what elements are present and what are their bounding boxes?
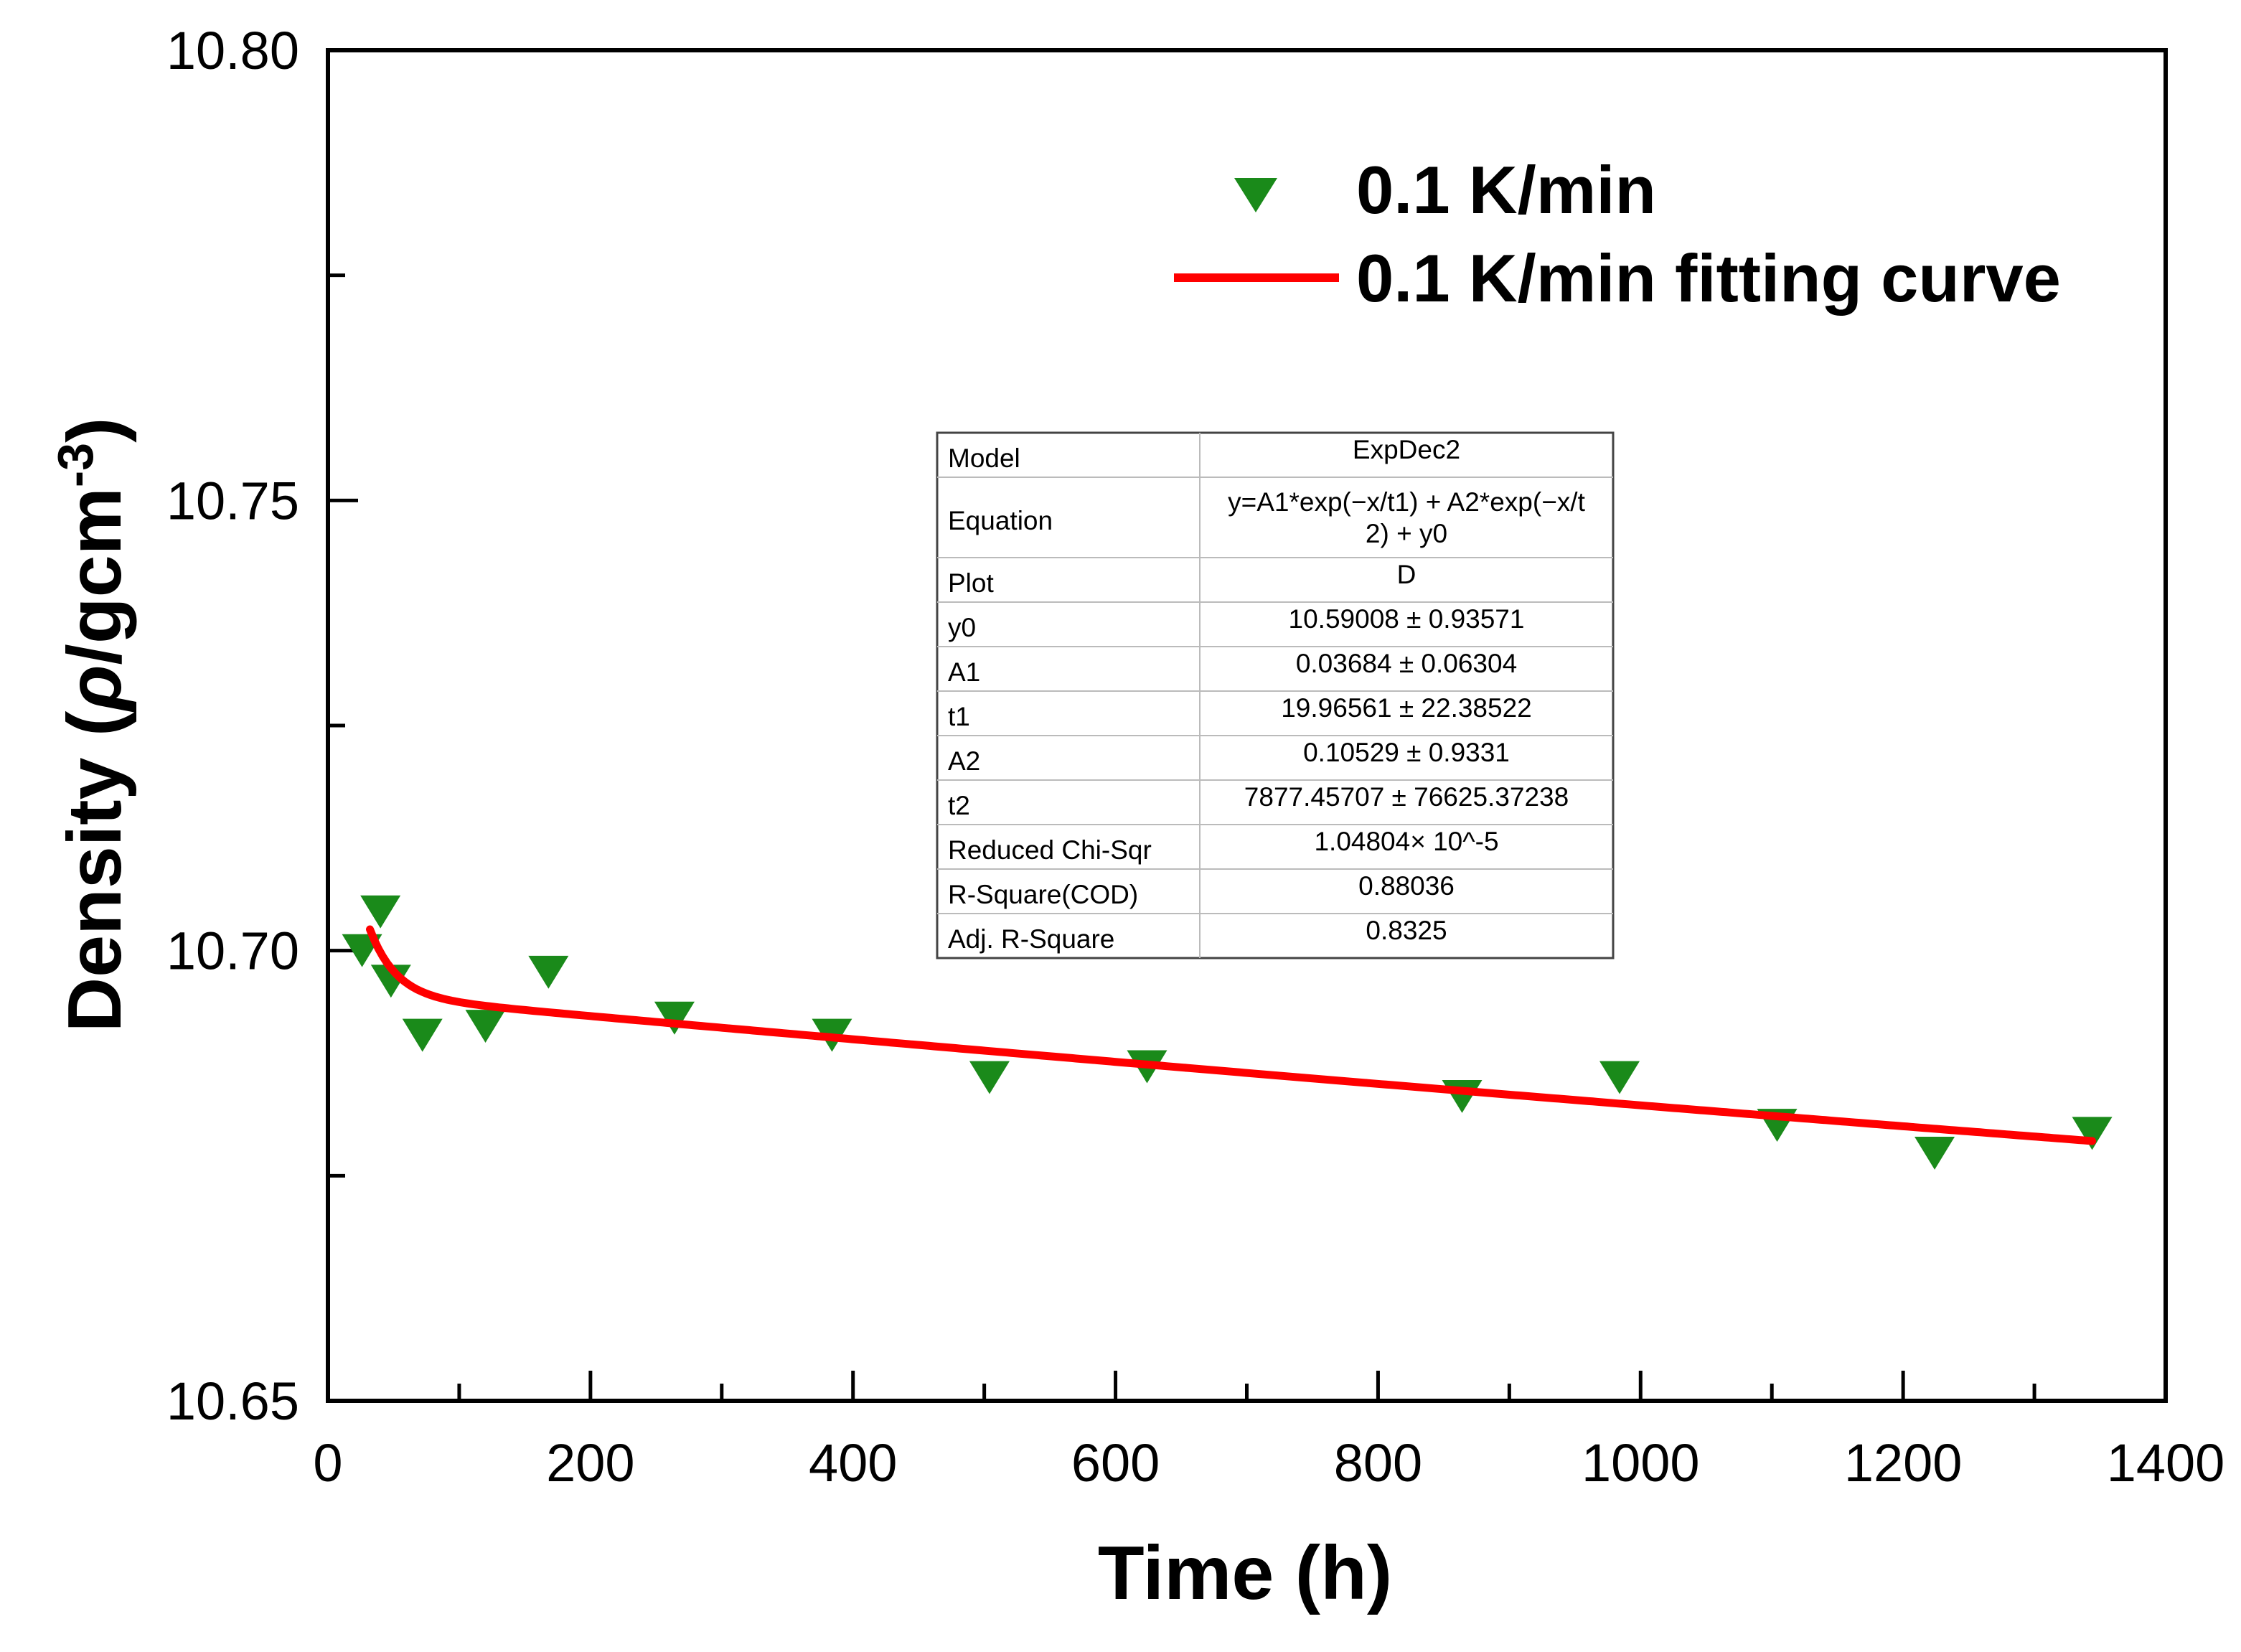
x-tick-label: 0 (313, 1433, 342, 1493)
data-point-marker (528, 955, 569, 989)
fit-table-label: Model (948, 443, 1020, 473)
fit-table-value: 0.03684 ± 0.06304 (1296, 649, 1517, 678)
y-tick-label: 10.75 (166, 471, 299, 530)
fit-table-value: 10.59008 ± 0.93571 (1289, 604, 1525, 634)
legend-triangle-marker (1234, 178, 1277, 212)
fit-results-table: Model ExpDec2 Equation y=A1*exp(−x/t1) + A2… (936, 431, 1615, 959)
fit-table-label: Reduced Chi-Sqr (948, 835, 1152, 865)
fit-table-value: 2) + y0 (1366, 519, 1447, 548)
fit-table-label: y0 (948, 613, 976, 642)
fit-table-value: y=A1*exp(−x/t1) + A2*exp(−x/t (1228, 487, 1585, 517)
fit-table-value: 0.8325 (1366, 916, 1447, 945)
data-point-marker (465, 1010, 506, 1043)
data-point-marker (360, 895, 401, 929)
fit-table-label: A2 (948, 746, 980, 776)
fitting-curve-line (366, 925, 2097, 1145)
fit-table-value: 1.04804× 10^-5 (1314, 827, 1498, 856)
y-axis-tick-labels: 10.65 10.70 10.75 10.80 (166, 21, 299, 1431)
fit-table-label: t1 (948, 702, 970, 731)
fit-table-value: 7877.45707 ± 76625.37238 (1244, 782, 1569, 812)
fit-table-label: Plot (948, 568, 994, 598)
x-tick-label: 600 (1071, 1433, 1160, 1493)
y-tick-label: 10.80 (166, 21, 299, 80)
y-tick-label: 10.65 (166, 1371, 299, 1431)
data-point-marker (1915, 1137, 1955, 1170)
fit-table-value: D (1397, 560, 1417, 589)
data-point-marker (2072, 1117, 2113, 1150)
x-tick-label: 1200 (1844, 1433, 1963, 1493)
x-tick-label: 400 (809, 1433, 897, 1493)
y-axis-title-unit: /gcm (52, 487, 137, 665)
legend-label-scatter: 0.1 K/min (1356, 152, 1656, 227)
fit-table-border (936, 431, 1615, 959)
fit-table-value: ExpDec2 (1353, 435, 1460, 464)
x-tick-label: 1400 (2107, 1433, 2225, 1493)
fit-table-value: 19.96561 ± 22.38522 (1281, 693, 1532, 723)
scatter-series (342, 895, 2113, 1170)
x-axis-tick-labels: 0 200 400 600 800 1000 1200 1400 (313, 1433, 2224, 1493)
x-tick-label: 1000 (1582, 1433, 1700, 1493)
x-axis-title: Time (h) (1098, 1531, 1392, 1615)
fit-table-value: 0.88036 (1358, 871, 1455, 901)
x-axis-ticks (326, 1371, 2168, 1401)
data-point-marker (1599, 1061, 1640, 1094)
data-point-marker (1442, 1079, 1483, 1113)
fit-table-label: t2 (948, 791, 970, 820)
fit-table-label: Equation (948, 506, 1053, 535)
legend-label-fit: 0.1 K/min fitting curve (1356, 240, 2061, 316)
data-point-marker (402, 1018, 443, 1052)
y-axis-title-suffix: ) (52, 418, 137, 443)
plot-area-frame (326, 48, 2168, 1403)
y-tick-label: 10.70 (166, 921, 299, 981)
y-axis-title-prefix: Density ( (52, 710, 137, 1032)
x-tick-label: 800 (1334, 1433, 1422, 1493)
y-axis-ticks (328, 48, 358, 1403)
fit-table-value: 0.10529 ± 0.9331 (1303, 738, 1510, 767)
fit-table-label: Adj. R-Square (948, 924, 1114, 954)
data-point-marker (654, 1001, 695, 1035)
data-point-marker (370, 965, 411, 998)
x-tick-label: 200 (546, 1433, 634, 1493)
legend: 0.1 K/min 0.1 K/min fitting curve (1174, 152, 2061, 316)
fit-table-label: A1 (948, 657, 980, 687)
data-point-marker (969, 1061, 1010, 1094)
y-axis-title-exponent: -3 (47, 443, 103, 487)
fit-table-label: R-Square(COD) (948, 880, 1138, 909)
y-axis-title: Density (ρ/gcm-3) (47, 418, 137, 1033)
y-axis-title-symbol: ρ (52, 665, 137, 713)
